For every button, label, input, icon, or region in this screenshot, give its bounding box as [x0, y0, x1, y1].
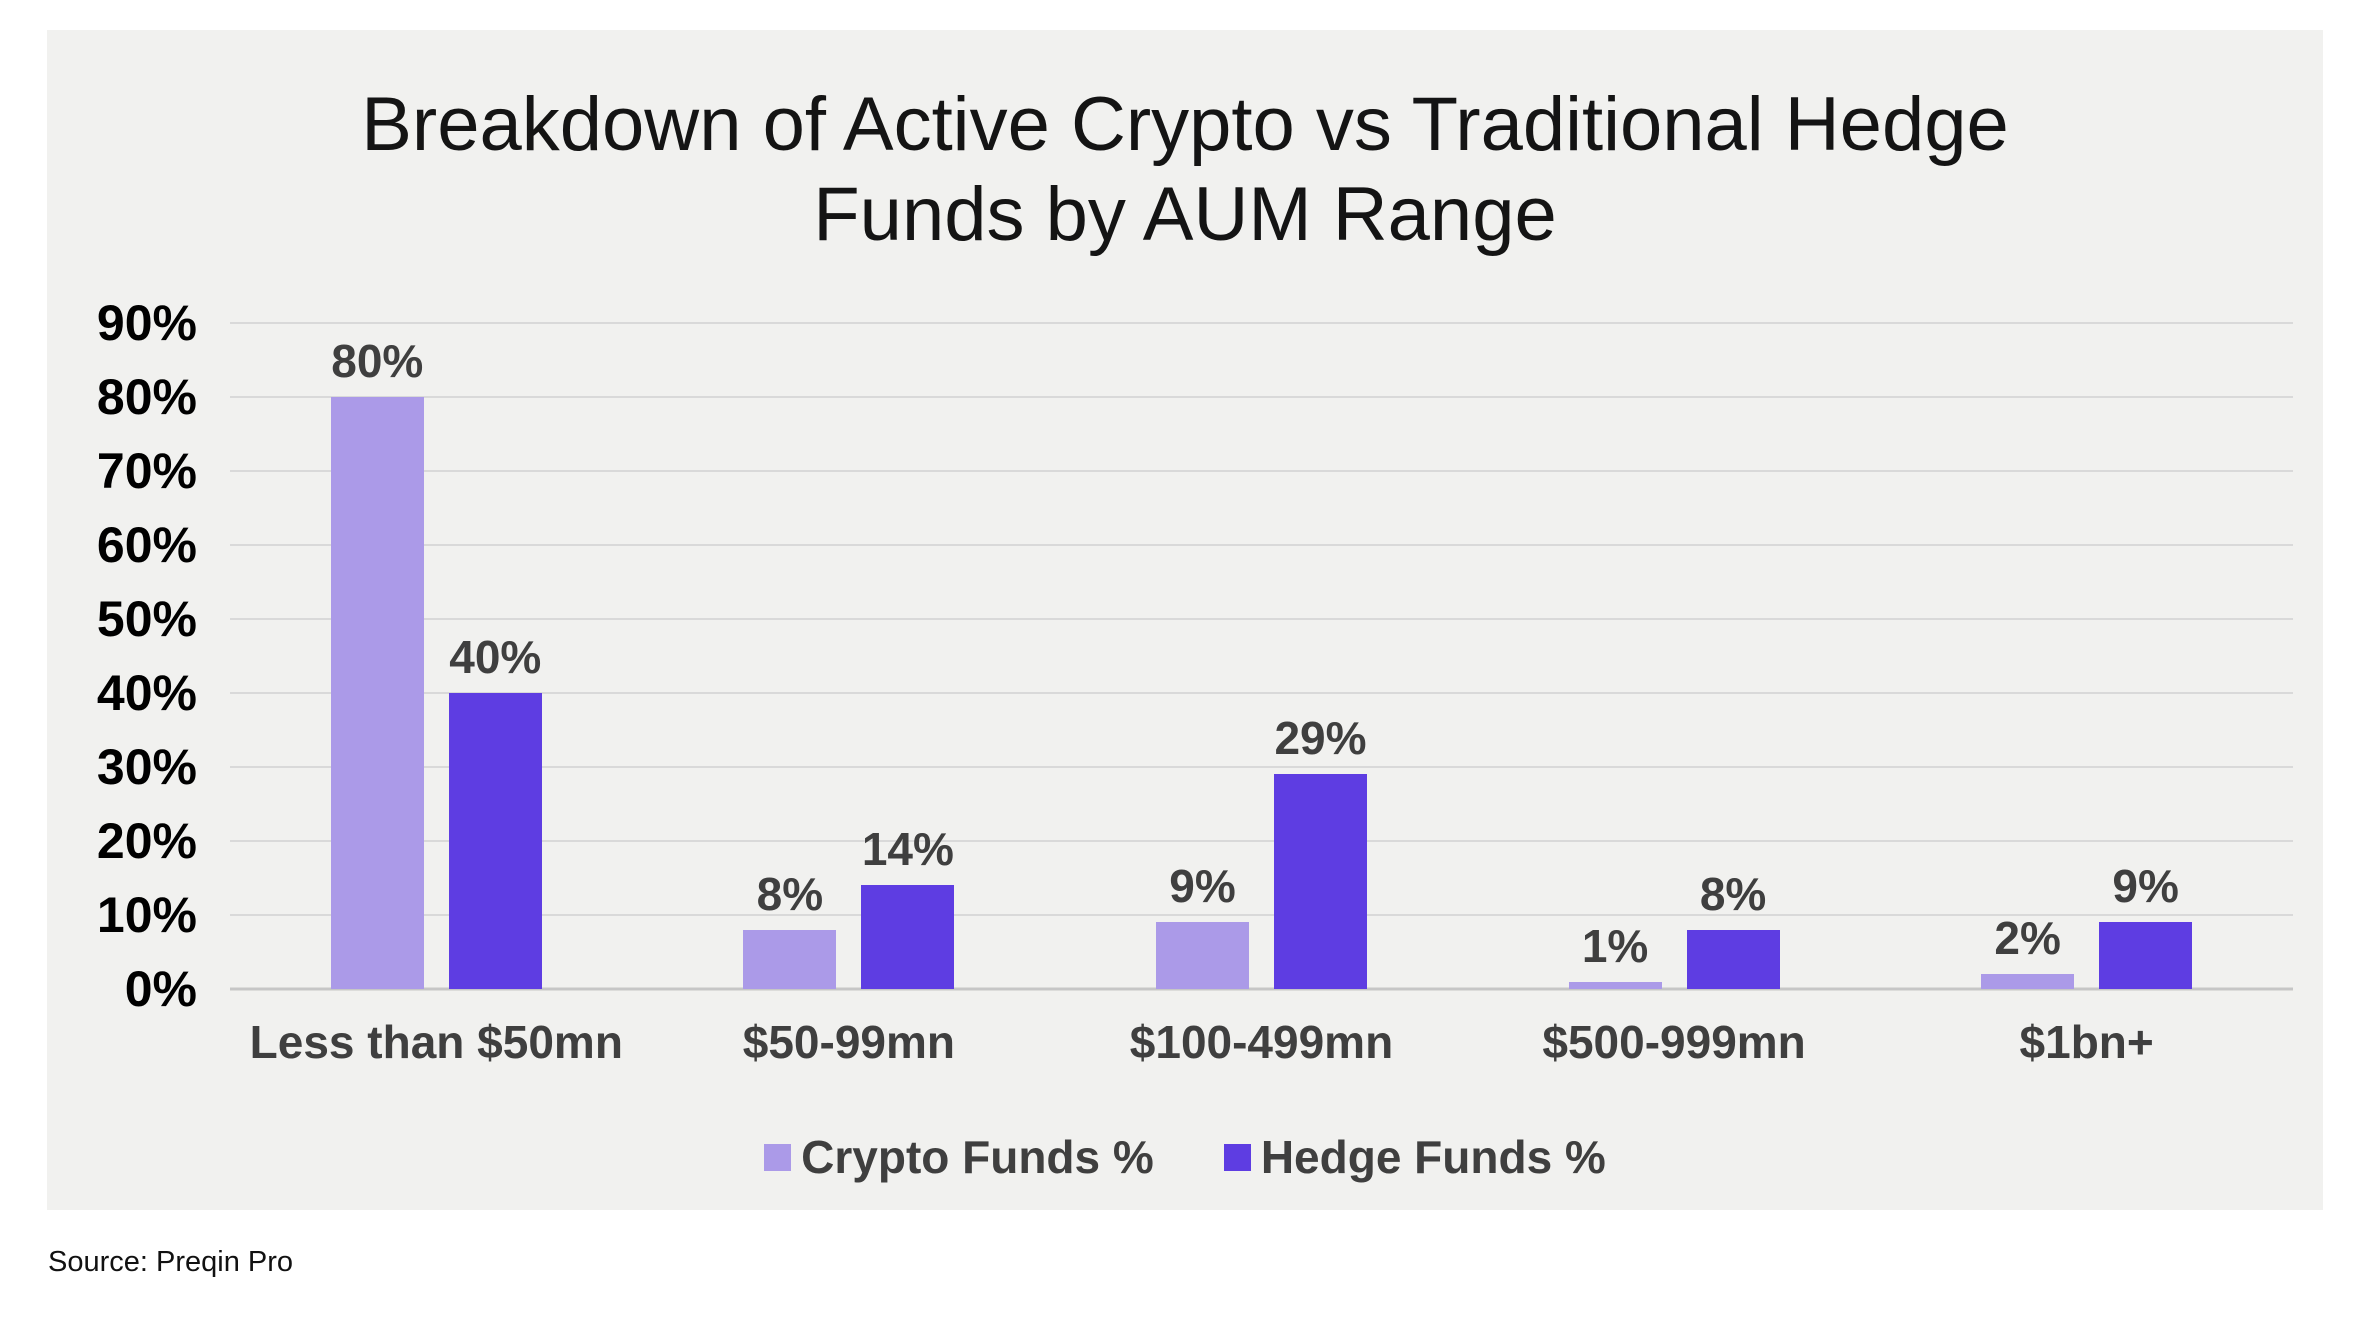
x-axis-category-label-50-99mn: $50-99mn	[742, 1016, 955, 1068]
y-axis-tick-label-50: 50%	[96, 591, 197, 647]
bar-group-500-999mn: 1% 8%	[1468, 323, 1881, 989]
legend-item-crypto-funds: Crypto Funds %	[764, 1130, 1154, 1184]
bar-column-hedge-funds-less-than-50mn: 40%	[448, 631, 542, 989]
bar-hedge-funds-less-than-50mn	[448, 693, 542, 989]
chart-title: Breakdown of Active Crypto vs Traditiona…	[47, 30, 2323, 259]
bar-hedge-funds-100-499mn	[1273, 774, 1367, 989]
bar-crypto-funds-50-99mn	[743, 929, 837, 989]
bar-column-crypto-funds-500-999mn: 1%	[1568, 919, 1662, 989]
y-axis-tick-label-0: 0%	[124, 961, 197, 1017]
bar-hedge-funds-1bn	[2099, 922, 2193, 989]
bar-column-hedge-funds-1bn: 9%	[2099, 860, 2193, 989]
bar-crypto-funds-500-999mn	[1568, 981, 1662, 989]
y-axis: 90% 80% 70% 60% 50% 40% 30% 20% 10% 0%	[75, 298, 197, 1014]
legend-item-hedge-funds: Hedge Funds %	[1223, 1130, 1606, 1184]
bar-value-label: 14%	[861, 823, 954, 876]
bar-column-hedge-funds-100-499mn: 29%	[1273, 712, 1367, 989]
source-note: Source: Preqin Pro	[48, 1246, 294, 1278]
y-axis-tick-label-20: 20%	[96, 813, 197, 869]
gridline-40	[230, 692, 2293, 694]
gridline-90	[230, 322, 2293, 324]
y-axis-tick-label-70: 70%	[96, 443, 197, 499]
bar-value-label: 1%	[1581, 919, 1649, 972]
legend-label-hedge-funds: Hedge Funds %	[1260, 1131, 1606, 1183]
bar-groups: 80% 40% 8% 14% 9% 29% 1% 8% 2% 9%	[230, 323, 2293, 989]
bar-group-1bn: 2% 9%	[1880, 323, 2293, 989]
gridline-0	[230, 987, 2293, 991]
bar-group-100-499mn: 9% 29%	[1055, 323, 1468, 989]
gridline-70	[230, 470, 2293, 472]
legend-label-crypto-funds: Crypto Funds %	[801, 1131, 1154, 1183]
gridline-50	[230, 618, 2293, 620]
gridline-10	[230, 914, 2293, 916]
y-axis-tick-label-60: 60%	[96, 517, 197, 573]
y-axis-tick-label-10: 10%	[96, 887, 197, 943]
gridline-80	[230, 396, 2293, 398]
bar-hedge-funds-50-99mn	[861, 885, 955, 989]
x-axis-category-label-1bn: $1bn+	[2019, 1016, 2154, 1068]
bar-crypto-funds-1bn	[1981, 974, 2075, 989]
chart-panel: Breakdown of Active Crypto vs Traditiona…	[47, 30, 2323, 1210]
bar-crypto-funds-less-than-50mn	[330, 397, 424, 989]
chart-title-line2: Funds by AUM Range	[813, 171, 1557, 257]
bar-column-crypto-funds-1bn: 2%	[1981, 912, 2075, 989]
bar-column-crypto-funds-100-499mn: 9%	[1155, 860, 1249, 989]
bar-group-less-than-50mn: 80% 40%	[230, 323, 643, 989]
legend: Crypto Funds % Hedge Funds %	[47, 1130, 2323, 1184]
bar-crypto-funds-100-499mn	[1155, 922, 1249, 989]
y-axis-tick-label-40: 40%	[96, 665, 197, 721]
y-axis-tick-label-90: 90%	[96, 295, 197, 351]
bar-column-hedge-funds-50-99mn: 14%	[861, 823, 955, 989]
bar-value-label: 9%	[2112, 860, 2179, 913]
bar-value-label: 8%	[756, 867, 824, 920]
x-axis-category-label-less-than-50mn: Less than $50mn	[249, 1016, 623, 1068]
y-axis-tick-label-80: 80%	[96, 369, 197, 425]
bar-group-50-99mn: 8% 14%	[643, 323, 1056, 989]
gridline-30	[230, 766, 2293, 768]
legend-swatch-hedge-funds	[1223, 1143, 1251, 1171]
chart-title-line1: Breakdown of Active Crypto vs Traditiona…	[361, 82, 2009, 167]
gridline-20	[230, 840, 2293, 842]
x-axis: Less than $50mn $50-99mn $100-499mn $500-99…	[230, 1015, 2293, 1069]
y-axis-tick-label-30: 30%	[96, 739, 197, 795]
legend-swatch-crypto-funds	[764, 1143, 792, 1171]
plot-area: 80% 40% 8% 14% 9% 29% 1% 8% 2% 9%	[230, 322, 2293, 991]
bar-value-label: 8%	[1699, 867, 1767, 920]
bar-value-label: 80%	[331, 335, 424, 387]
bar-value-label: 29%	[1274, 712, 1367, 765]
bar-hedge-funds-500-999mn	[1686, 929, 1780, 989]
bar-value-label: 2%	[1994, 912, 2061, 965]
x-axis-category-label-100-499mn: $100-499mn	[1129, 1016, 1394, 1068]
bar-column-crypto-funds-50-99mn: 8%	[743, 867, 837, 989]
bar-column-crypto-funds-less-than-50mn: 80%	[330, 335, 424, 989]
x-axis-category-label-500-999mn: $500-999mn	[1542, 1016, 1806, 1068]
bar-column-hedge-funds-500-999mn: 8%	[1686, 867, 1780, 989]
bar-value-label: 40%	[449, 631, 542, 683]
bar-value-label: 9%	[1169, 860, 1236, 913]
gridline-60	[230, 544, 2293, 546]
